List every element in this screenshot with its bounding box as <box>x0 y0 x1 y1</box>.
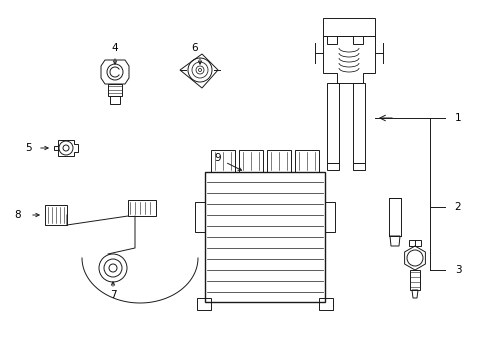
Text: 8: 8 <box>15 210 21 220</box>
Text: 5: 5 <box>24 143 31 153</box>
Bar <box>408 240 420 246</box>
Bar <box>45 205 67 225</box>
Text: 3: 3 <box>454 265 460 275</box>
Bar <box>294 150 318 172</box>
Bar <box>108 84 122 96</box>
Text: 9: 9 <box>214 153 221 163</box>
Bar <box>128 200 156 216</box>
Text: 4: 4 <box>111 43 118 53</box>
Bar <box>204 172 325 302</box>
Bar <box>409 270 419 290</box>
Bar <box>326 83 338 163</box>
Bar <box>210 150 235 172</box>
Text: 2: 2 <box>454 202 460 212</box>
Bar <box>352 83 364 163</box>
Bar <box>239 150 263 172</box>
Text: 7: 7 <box>109 290 116 300</box>
Text: 1: 1 <box>454 113 460 123</box>
Bar <box>266 150 290 172</box>
Text: 6: 6 <box>191 43 198 53</box>
Bar <box>388 198 400 236</box>
Bar <box>110 96 120 104</box>
